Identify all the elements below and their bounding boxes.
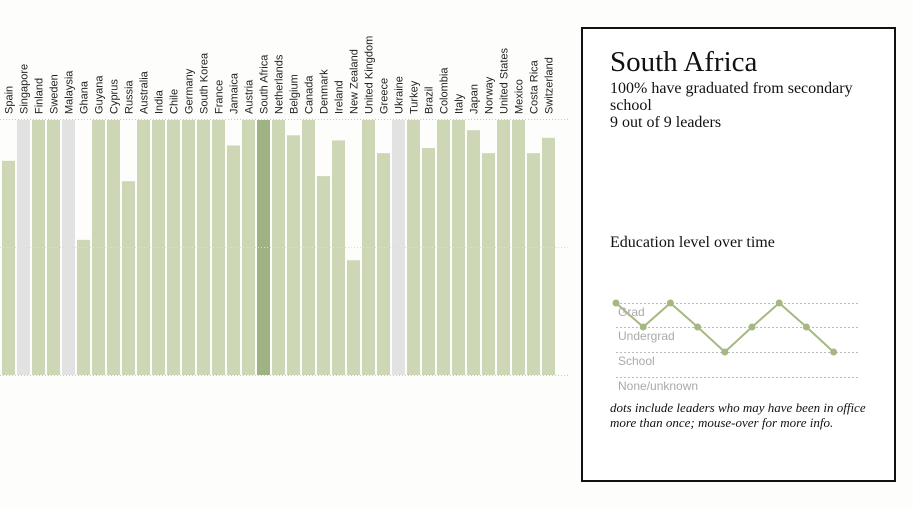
label-netherlands: Netherlands bbox=[274, 54, 286, 114]
bar-finland[interactable] bbox=[32, 120, 45, 375]
bar-belgium[interactable] bbox=[287, 135, 300, 375]
leader-count: 9 out of 9 leaders bbox=[610, 114, 722, 131]
bar-spain[interactable] bbox=[2, 160, 15, 375]
bar-ghana[interactable] bbox=[77, 239, 90, 375]
bar-south-korea[interactable] bbox=[197, 120, 210, 375]
timeline-dot-2[interactable] bbox=[639, 323, 647, 331]
label-finland: Finland bbox=[34, 78, 46, 114]
graduation-stat: 100% have graduated from secondary schoo… bbox=[610, 80, 853, 114]
bar-france[interactable] bbox=[212, 120, 225, 375]
label-south-korea: South Korea bbox=[199, 52, 211, 114]
timeline-dot-3[interactable] bbox=[666, 299, 674, 307]
label-japan: Japan bbox=[469, 84, 481, 114]
label-austria: Austria bbox=[244, 79, 256, 114]
label-russia: Russia bbox=[124, 79, 136, 114]
label-germany: Germany bbox=[184, 68, 196, 114]
bar-norway[interactable] bbox=[482, 153, 495, 375]
bar-mexico[interactable] bbox=[512, 120, 525, 375]
label-turkey: Turkey bbox=[409, 80, 421, 114]
bar-australia[interactable] bbox=[137, 120, 150, 375]
bar-malaysia[interactable] bbox=[62, 120, 75, 375]
label-chile: Chile bbox=[169, 89, 181, 114]
label-spain: Spain bbox=[4, 86, 16, 114]
label-new-zealand: New Zealand bbox=[349, 49, 361, 114]
bar-canada[interactable] bbox=[302, 120, 315, 375]
bar-sweden[interactable] bbox=[47, 120, 60, 375]
bar-ireland[interactable] bbox=[332, 140, 345, 375]
bar-jamaica[interactable] bbox=[227, 145, 240, 376]
timeline-title: Education level over time bbox=[610, 234, 775, 251]
bar-russia[interactable] bbox=[122, 181, 135, 375]
bar-united-kingdom[interactable] bbox=[362, 120, 375, 375]
bar-greece[interactable] bbox=[377, 153, 390, 375]
bar-germany[interactable] bbox=[182, 120, 195, 375]
label-belgium: Belgium bbox=[289, 74, 301, 114]
label-greece: Greece bbox=[379, 78, 391, 114]
bar-austria[interactable] bbox=[242, 120, 255, 375]
bar-brazil[interactable] bbox=[422, 148, 435, 375]
bar-japan[interactable] bbox=[467, 130, 480, 375]
bar-italy[interactable] bbox=[452, 120, 465, 375]
label-costa-rica: Costa Rica bbox=[529, 59, 541, 114]
education-timeline-chart: Grad Undergrad School None/unknown bbox=[612, 299, 859, 393]
bar-turkey[interactable] bbox=[407, 120, 420, 375]
bar-india[interactable] bbox=[152, 120, 165, 375]
timeline-dot-5[interactable] bbox=[721, 348, 729, 356]
label-italy: Italy bbox=[454, 93, 466, 114]
label-france: France bbox=[214, 80, 226, 114]
timeline-level-undergrad: Undergrad bbox=[618, 329, 675, 343]
bar-costa-rica[interactable] bbox=[527, 153, 540, 375]
bar-south-africa[interactable] bbox=[257, 120, 270, 375]
bar-colombia[interactable] bbox=[437, 120, 450, 375]
label-australia: Australia bbox=[139, 70, 151, 114]
label-sweden: Sweden bbox=[49, 74, 61, 114]
label-brazil: Brazil bbox=[424, 86, 436, 114]
label-switzerland: Switzerland bbox=[544, 57, 556, 114]
bar-new-zealand[interactable] bbox=[347, 260, 360, 375]
bar-singapore[interactable] bbox=[17, 120, 30, 375]
timeline-dot-9[interactable] bbox=[830, 348, 838, 356]
timeline-dot-8[interactable] bbox=[802, 323, 810, 331]
footnote: dots include leaders who may have been i… bbox=[610, 400, 866, 430]
country-info-panel: South Africa 100% have graduated from se… bbox=[581, 27, 896, 482]
country-bar-chart: Spain Singapore Finland Sweden Malaysia Ghana… bbox=[0, 36, 568, 376]
bar-switzerland[interactable] bbox=[542, 137, 555, 375]
bar-united-states[interactable] bbox=[497, 120, 510, 375]
timeline-level-none-unknown: None/unknown bbox=[618, 379, 698, 393]
label-india: India bbox=[154, 89, 166, 114]
timeline-dot-7[interactable] bbox=[775, 299, 783, 307]
bar-denmark[interactable] bbox=[317, 176, 330, 375]
timeline-level-grad: Grad bbox=[618, 305, 645, 319]
timeline-level-school: School bbox=[618, 354, 655, 368]
label-united-states: United States bbox=[499, 47, 511, 114]
label-denmark: Denmark bbox=[319, 69, 331, 114]
label-ghana: Ghana bbox=[79, 80, 91, 114]
label-united-kingdom: United Kingdom bbox=[364, 36, 376, 114]
timeline-dot-6[interactable] bbox=[748, 323, 756, 331]
label-cyprus: Cyprus bbox=[109, 79, 121, 114]
label-malaysia: Malaysia bbox=[64, 70, 76, 114]
bar-netherlands[interactable] bbox=[272, 120, 285, 375]
timeline-dot-1[interactable] bbox=[612, 299, 620, 307]
label-mexico: Mexico bbox=[514, 79, 526, 114]
label-colombia: Colombia bbox=[439, 67, 451, 114]
label-south-africa: South Africa bbox=[259, 54, 271, 114]
bar-guyana[interactable] bbox=[92, 120, 105, 375]
bar-cyprus[interactable] bbox=[107, 120, 120, 375]
timeline-dot-4[interactable] bbox=[694, 323, 702, 331]
label-ukraine: Ukraine bbox=[394, 76, 406, 114]
label-norway: Norway bbox=[484, 76, 496, 114]
bar-chile[interactable] bbox=[167, 120, 180, 375]
label-guyana: Guyana bbox=[94, 75, 106, 114]
label-ireland: Ireland bbox=[334, 80, 346, 114]
country-title: South Africa bbox=[610, 46, 758, 78]
label-jamaica: Jamaica bbox=[229, 72, 241, 114]
label-singapore: Singapore bbox=[19, 64, 31, 114]
label-canada: Canada bbox=[304, 75, 316, 114]
bar-ukraine[interactable] bbox=[392, 120, 405, 375]
